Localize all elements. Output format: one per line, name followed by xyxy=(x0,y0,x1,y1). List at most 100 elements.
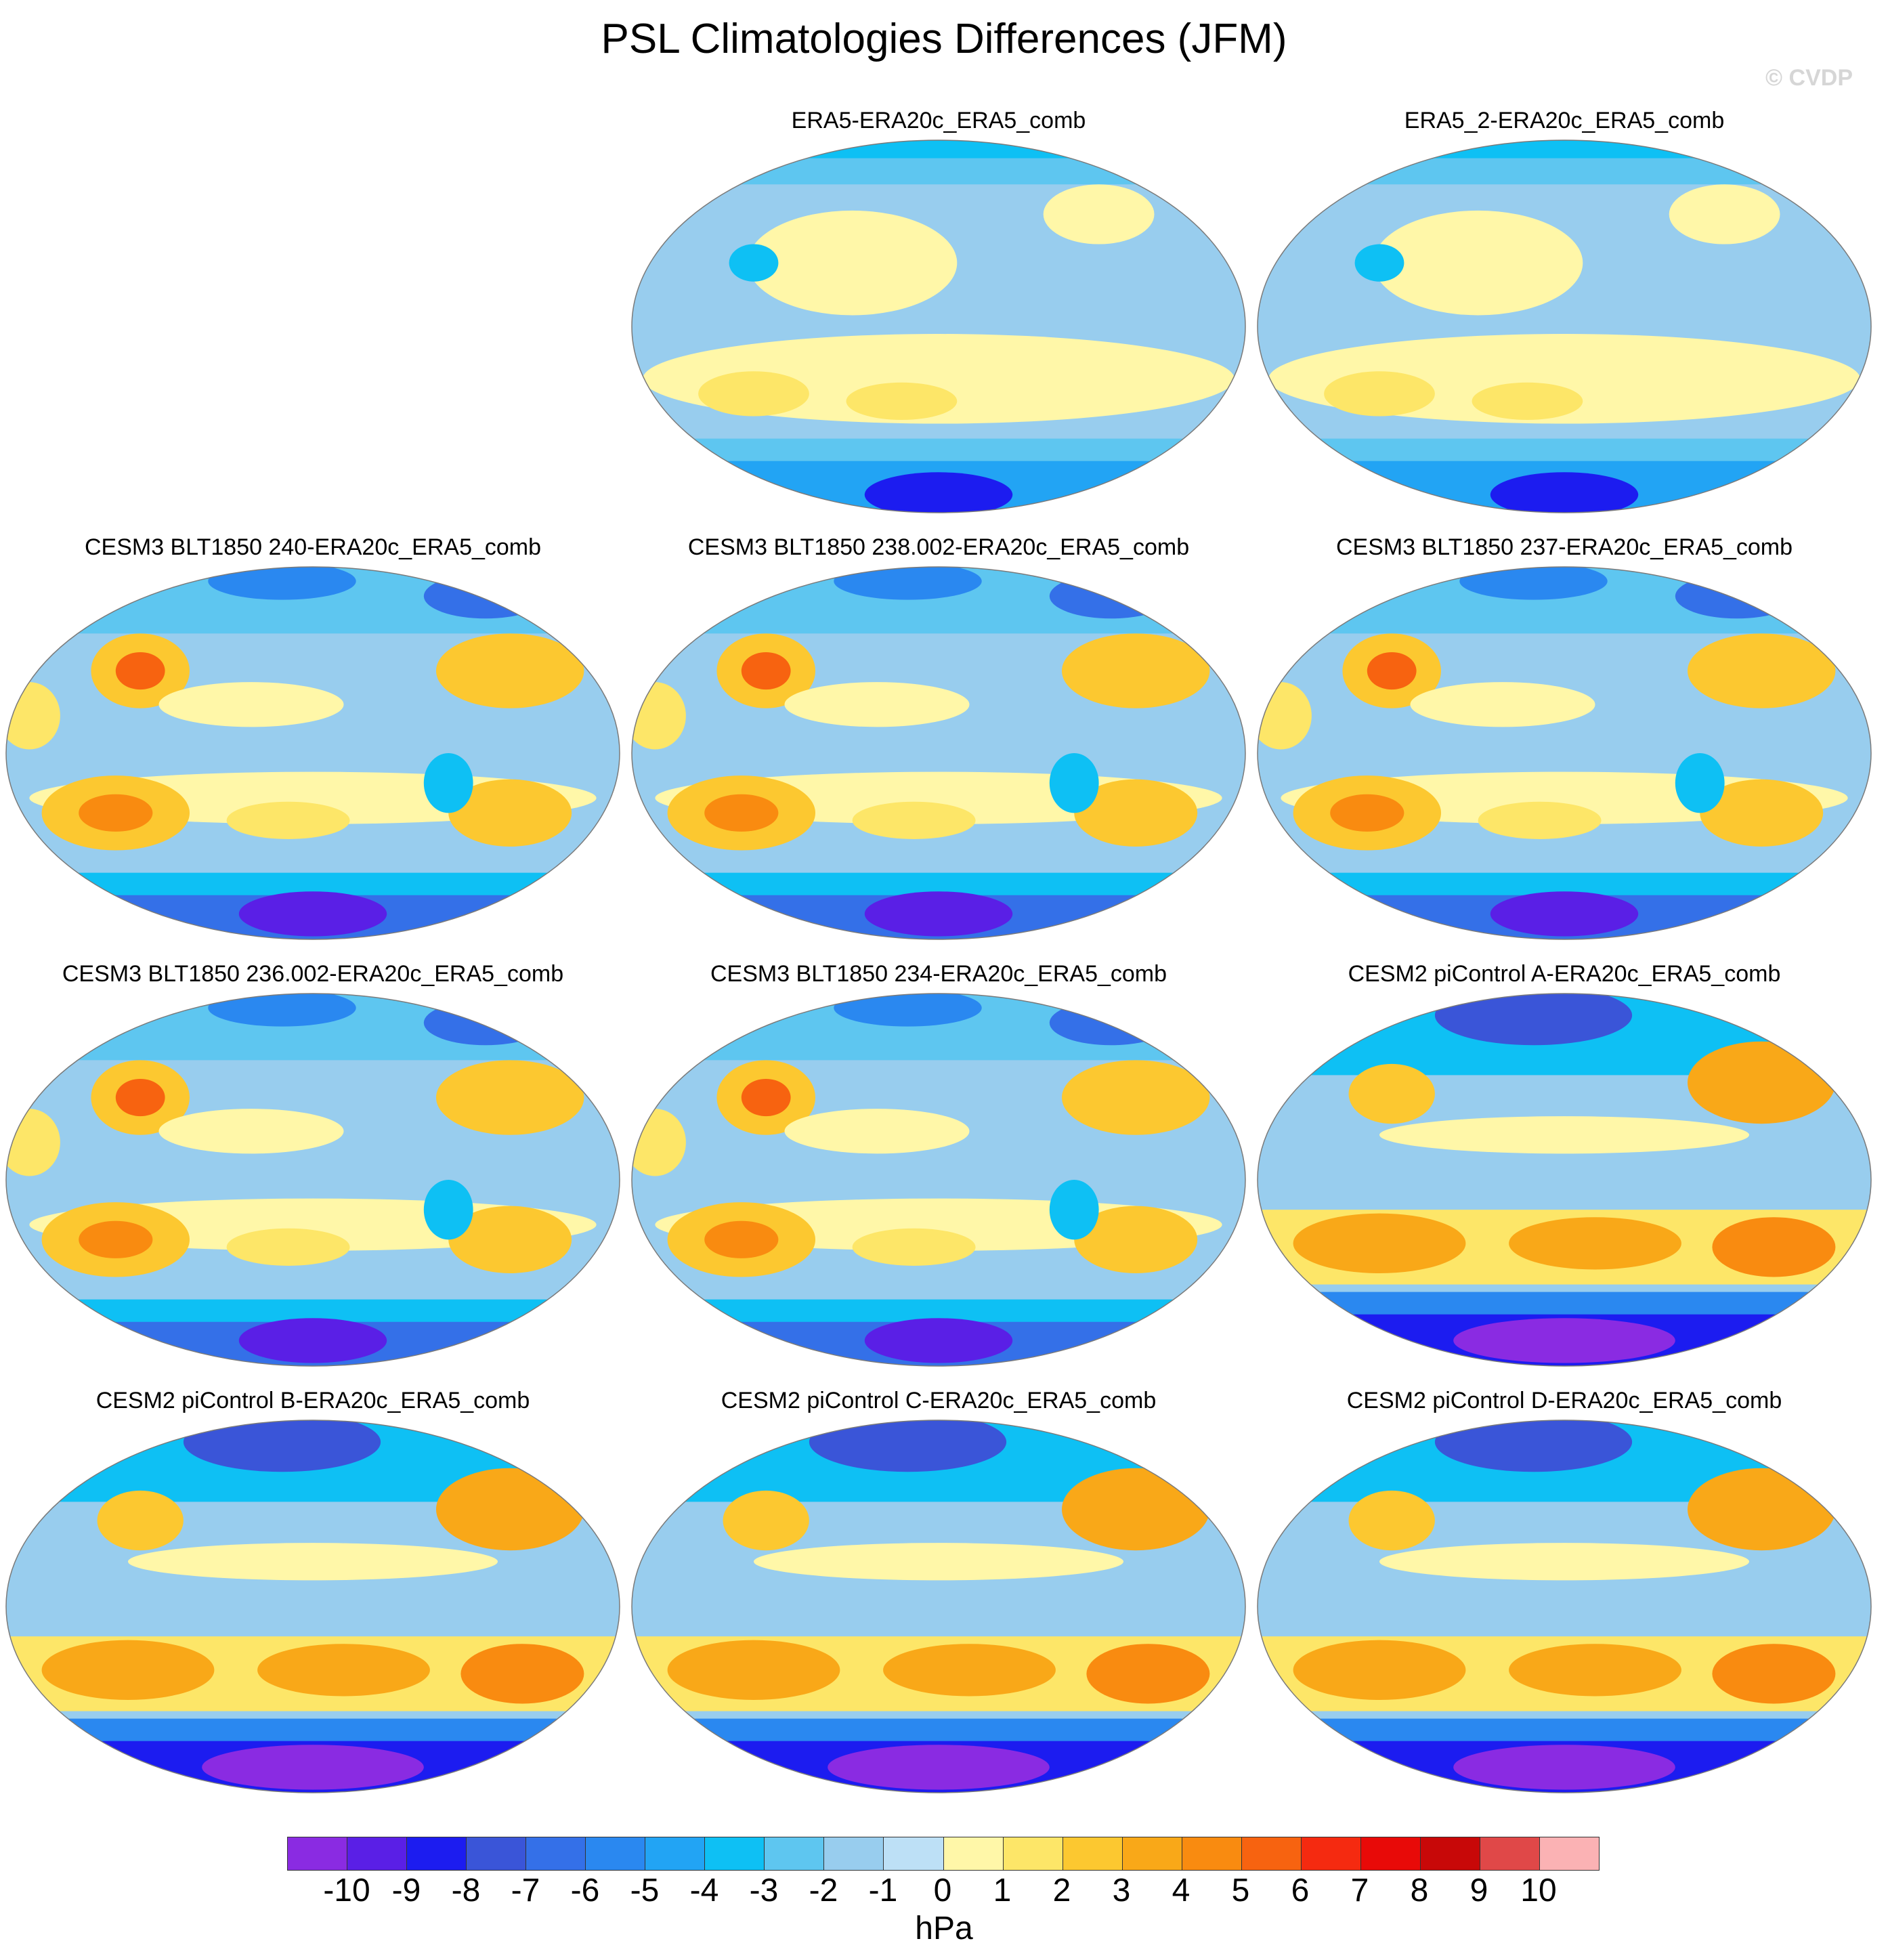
panel-title: CESM2 piControl C-ERA20c_ERA5_comb xyxy=(721,1388,1157,1413)
map-field xyxy=(6,994,620,1366)
colorbar-tick-label: -7 xyxy=(511,1873,540,1909)
field-spacific-high xyxy=(226,801,350,839)
panel-title: ERA5_2-ERA20c_ERA5_comb xyxy=(1404,108,1725,133)
field-spacific-high xyxy=(1478,801,1602,839)
field-asia-core xyxy=(741,652,791,690)
field-sindian-core xyxy=(704,794,779,832)
field-satlantic-high xyxy=(460,1644,584,1704)
field-arctic-core xyxy=(1258,140,1871,158)
map-panel: CESM2 piControl A-ERA20c_ERA5_comb xyxy=(1251,960,1877,1367)
field-npacific-positive xyxy=(158,1109,344,1154)
field-atlantic-arctic-low xyxy=(423,574,547,619)
field-asia-high xyxy=(1348,1490,1435,1551)
map-field xyxy=(1258,1420,1871,1793)
map-plot xyxy=(631,140,1246,513)
map-outline xyxy=(5,566,620,940)
field-npacific-positive xyxy=(754,1543,1123,1581)
map-panel: CESM3 BLT1850 240-ERA20c_ERA5_comb xyxy=(0,534,626,940)
field-samerica-low xyxy=(423,753,473,813)
field-spacific-high xyxy=(852,801,976,839)
field-spacific-high xyxy=(1509,1217,1681,1270)
field-natlantic-high xyxy=(436,633,584,708)
colorbar-tick-label: 10 xyxy=(1520,1873,1557,1909)
map-plot xyxy=(5,566,620,940)
map-plot xyxy=(1257,1420,1872,1793)
map-panel: CESM2 piControl B-ERA20c_ERA5_comb xyxy=(0,1387,626,1793)
map-panel: CESM3 BLT1850 234-ERA20c_ERA5_comb xyxy=(626,960,1251,1367)
map-outline xyxy=(631,140,1246,513)
field-asia-core xyxy=(115,652,165,690)
panel-title: CESM2 piControl B-ERA20c_ERA5_comb xyxy=(95,1388,530,1413)
field-sindian-core xyxy=(79,794,153,832)
field-sindian-high xyxy=(698,371,809,417)
map-outline xyxy=(1257,566,1872,940)
colorbar-swatch xyxy=(1122,1837,1182,1870)
map-field xyxy=(1258,140,1871,513)
field-natlantic-high xyxy=(436,1060,584,1135)
panel-title: CESM3 BLT1850 234-ERA20c_ERA5_comb xyxy=(710,961,1167,987)
field-npacific-positive xyxy=(1410,682,1595,727)
field-antarctic-low xyxy=(1453,1318,1675,1363)
colorbar-tick-label: -9 xyxy=(391,1873,421,1909)
field-antarctic-low xyxy=(864,1318,1013,1363)
panel-title: CESM3 BLT1850 237-ERA20c_ERA5_comb xyxy=(1335,534,1793,560)
map-plot xyxy=(631,1420,1246,1793)
colorbar-swatch xyxy=(1360,1837,1421,1870)
field-antarctic-low xyxy=(238,891,387,937)
colorbar-swatch xyxy=(1539,1837,1600,1870)
field-satlantic-high xyxy=(1086,1644,1210,1704)
colorbar-tick-label: 6 xyxy=(1291,1873,1310,1909)
panel-title: CESM3 BLT1850 240-ERA20c_ERA5_comb xyxy=(84,534,542,560)
panel-title: CESM2 piControl D-ERA20c_ERA5_comb xyxy=(1346,1388,1782,1413)
field-spacific-high xyxy=(1509,1644,1681,1697)
colorbar-tick-label: 1 xyxy=(993,1873,1012,1909)
field-spacific-high xyxy=(846,382,958,420)
map-plot xyxy=(5,993,620,1367)
field-sindian-high xyxy=(1324,371,1435,417)
colorbar-swatch xyxy=(1480,1837,1540,1870)
map-panel: CESM3 BLT1850 238.002-ERA20c_ERA5_comb xyxy=(626,534,1251,940)
panel-title: CESM3 BLT1850 238.002-ERA20c_ERA5_comb xyxy=(687,534,1190,560)
map-field xyxy=(632,994,1245,1366)
map-outline xyxy=(1257,993,1872,1367)
colorbar-swatch xyxy=(407,1837,467,1870)
field-sindian-core xyxy=(79,1220,153,1258)
field-antarctic-low xyxy=(828,1745,1050,1790)
colorbar-tick-label: 3 xyxy=(1112,1873,1131,1909)
map-outline xyxy=(1257,140,1872,513)
field-samerica-low xyxy=(1675,753,1725,813)
colorbar-tick-label: -2 xyxy=(809,1873,838,1909)
colorbar-swatch xyxy=(526,1837,586,1870)
field-antarctic-low xyxy=(1490,472,1639,513)
field-arctic-core xyxy=(632,140,1245,158)
colorbar-swatch xyxy=(824,1837,884,1870)
field-npacific-positive xyxy=(158,682,344,727)
field-npacific-positive xyxy=(1379,1543,1749,1581)
field-atlantic-arctic-low xyxy=(1049,1000,1173,1046)
panel-title: ERA5-ERA20c_ERA5_comb xyxy=(791,108,1086,133)
field-natlantic-high xyxy=(1688,1041,1836,1124)
colorbar-tick-label: -3 xyxy=(749,1873,779,1909)
field-antarctic-low xyxy=(1453,1745,1675,1790)
field-samerica-low xyxy=(1049,753,1099,813)
map-plot xyxy=(631,566,1246,940)
field-asia-high xyxy=(97,1490,184,1551)
colorbar-swatch xyxy=(943,1837,1004,1870)
field-natlantic-high xyxy=(1062,1060,1210,1135)
field-spacific-high xyxy=(883,1644,1056,1697)
map-panel: ERA5-ERA20c_ERA5_comb xyxy=(626,107,1251,513)
map-outline xyxy=(1257,1420,1872,1793)
map-outline xyxy=(631,993,1246,1367)
field-spacific-high xyxy=(852,1228,976,1266)
colorbar-swatch xyxy=(586,1837,646,1870)
field-natlantic-high xyxy=(1688,1468,1836,1551)
colorbar-swatch xyxy=(467,1837,527,1870)
map-plot xyxy=(1257,993,1872,1367)
field-npacific-positive xyxy=(1373,210,1583,316)
field-atlantic-arctic-low xyxy=(423,1000,547,1046)
panel-title: CESM3 BLT1850 236.002-ERA20c_ERA5_comb xyxy=(62,961,564,987)
map-field xyxy=(632,567,1245,939)
field-asia-core xyxy=(115,1078,165,1117)
colorbar-swatch xyxy=(884,1837,944,1870)
field-natlantic-positive xyxy=(1669,184,1780,244)
